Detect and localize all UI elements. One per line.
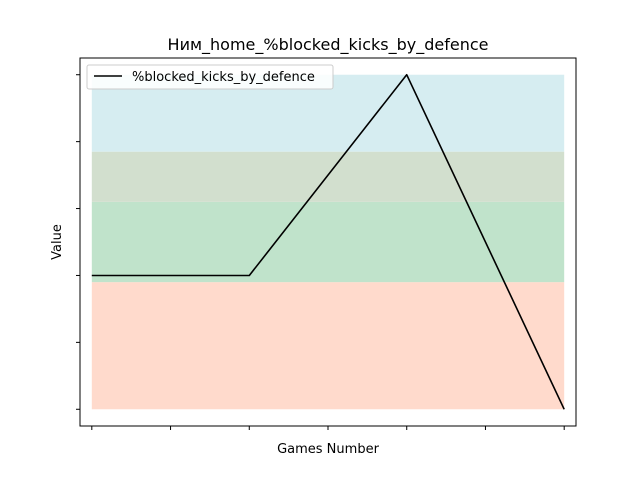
series-line-0 xyxy=(91,73,565,410)
background-bands xyxy=(91,74,565,410)
y-axis-label: Value xyxy=(50,224,65,260)
red-zone-band xyxy=(91,282,565,410)
legend-box xyxy=(86,64,334,90)
series-lines xyxy=(91,73,565,410)
legend-entry-label: %blocked_kicks_by_defence xyxy=(132,70,315,85)
green-zone-band xyxy=(91,201,565,283)
legend: %blocked_kicks_by_defence xyxy=(86,64,334,90)
x-axis-label: Games Number xyxy=(277,442,379,457)
mixed-zone-band xyxy=(91,151,565,202)
chart-title: Ним_home_%blocked_kicks_by_defence xyxy=(168,35,489,55)
axis-ticks xyxy=(76,74,565,430)
